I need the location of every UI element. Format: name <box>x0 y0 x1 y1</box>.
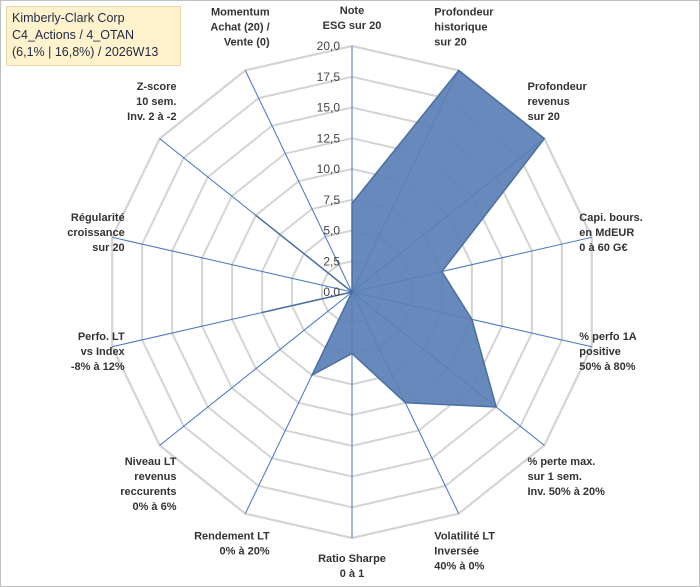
axis-label-4: % perfo 1A positive 50% à 80% <box>579 331 637 373</box>
axis-label-13: Momentum Achat (20) / Vente (0) <box>210 7 270 49</box>
axis-label-0-line-1: ESG sur 20 <box>323 20 382 32</box>
axis-label-4-line-2: 50% à 80% <box>579 361 635 373</box>
axis-label-7-line-1: 0 à 1 <box>340 568 364 580</box>
axis-label-10-line-0: Perfo. LT <box>78 331 125 343</box>
axis-label-0-line-0: Note <box>340 5 364 17</box>
tick-label-0: 0,0 <box>323 285 340 299</box>
axis-label-4-line-1: positive <box>579 346 621 358</box>
axis-label-3-line-2: 0 à 60 G€ <box>579 242 627 254</box>
axis-label-5: % perte max. sur 1 sem. Inv. 50% à 20% <box>528 456 606 498</box>
axis-label-1: Profondeur historique sur 20 <box>434 7 494 49</box>
axis-label-5-line-1: sur 1 sem. <box>528 471 582 483</box>
tick-label-1: 2,5 <box>323 254 340 268</box>
chart-title-box: Kimberly-Clark Corp C4_Actions / 4_OTAN … <box>6 6 181 66</box>
axis-label-8-line-1: 0% à 20% <box>220 546 270 558</box>
axis-label-1-line-2: sur 20 <box>434 37 466 49</box>
radar-tick-labels: 0,0 2,5 5,0 7,5 10,0 12,5 15,0 17,5 20,0 <box>317 39 341 299</box>
axis-label-13-line-2: Vente (0) <box>224 37 270 49</box>
axis-label-10-line-2: -8% à 12% <box>71 361 125 373</box>
tick-label-6: 15,0 <box>317 101 341 115</box>
tick-label-2: 5,0 <box>323 224 340 238</box>
axis-label-5-line-0: % perte max. <box>528 456 596 468</box>
axis-label-9-line-2: reccurents <box>120 486 176 498</box>
series-area-0 <box>255 69 546 408</box>
axis-label-10: Perfo. LT vs Index -8% à 12% <box>71 331 126 373</box>
axis-label-3-line-0: Capi. bours. <box>579 212 643 224</box>
axis-label-1-line-0: Profondeur <box>434 7 494 19</box>
tick-label-4: 10,0 <box>317 162 341 176</box>
axis-spoke-11 <box>112 236 353 293</box>
axis-label-5-line-2: Inv. 50% à 20% <box>528 486 606 498</box>
axis-label-3-line-1: en MdEUR <box>579 227 634 239</box>
axis-label-9-line-0: Niveau LT <box>125 456 177 468</box>
axis-label-2-line-2: sur 20 <box>528 111 560 123</box>
tick-label-5: 12,5 <box>317 131 341 145</box>
tick-label-7: 17,5 <box>317 70 341 84</box>
axis-label-3: Capi. bours. en MdEUR 0 à 60 G€ <box>579 212 643 254</box>
axis-label-4-line-0: % perfo 1A <box>579 331 637 343</box>
axis-label-10-line-1: vs Index <box>81 346 126 358</box>
axis-label-12-line-2: Inv. 2 à -2 <box>127 111 176 123</box>
axis-spoke-13 <box>244 70 353 293</box>
axis-spoke-9 <box>159 291 353 446</box>
axis-label-1-line-1: historique <box>434 22 487 34</box>
axis-label-7-line-0: Ratio Sharpe <box>318 553 386 565</box>
axis-label-11-line-0: Régularité <box>71 212 125 224</box>
axis-label-9: Niveau LT revenus reccurents 0% à 6% <box>120 456 177 513</box>
axis-label-12-line-0: Z-score <box>137 81 177 93</box>
title-category: C4_Actions / 4_OTAN <box>12 28 135 42</box>
axis-label-13-line-1: Achat (20) / <box>210 22 269 34</box>
axis-label-8-line-0: Rendement LT <box>194 531 270 543</box>
axis-label-2-line-1: revenus <box>528 96 570 108</box>
axis-label-11: Régularité croissance sur 20 <box>67 212 124 254</box>
radar-axis-labels: Note ESG sur 20 Profondeur historique sur 20… <box>67 5 643 580</box>
axis-label-0: Note ESG sur 20 <box>323 5 382 32</box>
tick-label-8: 20,0 <box>317 39 341 53</box>
axis-label-2-line-0: Profondeur <box>528 81 588 93</box>
axis-label-7: Ratio Sharpe 0 à 1 <box>318 553 386 580</box>
axis-label-12: Z-score 10 sem. Inv. 2 à -2 <box>127 81 176 123</box>
axis-label-9-line-1: revenus <box>134 471 176 483</box>
axis-label-11-line-1: croissance <box>67 227 124 239</box>
axis-label-6-line-1: Inversée <box>434 546 479 558</box>
axis-label-13-line-0: Momentum <box>211 7 270 19</box>
axis-label-8: Rendement LT 0% à 20% <box>194 531 270 558</box>
axis-label-6-line-0: Volatilité LT <box>434 531 495 543</box>
title-stats: (6,1% | 16,8%) / 2026W13 <box>12 45 159 59</box>
radar-series <box>255 69 546 408</box>
axis-label-2: Profondeur revenus sur 20 <box>528 81 588 123</box>
axis-label-12-line-1: 10 sem. <box>136 96 176 108</box>
axis-label-11-line-2: sur 20 <box>92 242 124 254</box>
axis-label-6: Volatilité LT Inversée 40% à 0% <box>434 531 495 573</box>
axis-label-9-line-3: 0% à 6% <box>132 501 176 513</box>
tick-label-3: 7,5 <box>323 193 340 207</box>
title-company: Kimberly-Clark Corp <box>12 11 125 25</box>
axis-label-6-line-2: 40% à 0% <box>434 561 484 573</box>
